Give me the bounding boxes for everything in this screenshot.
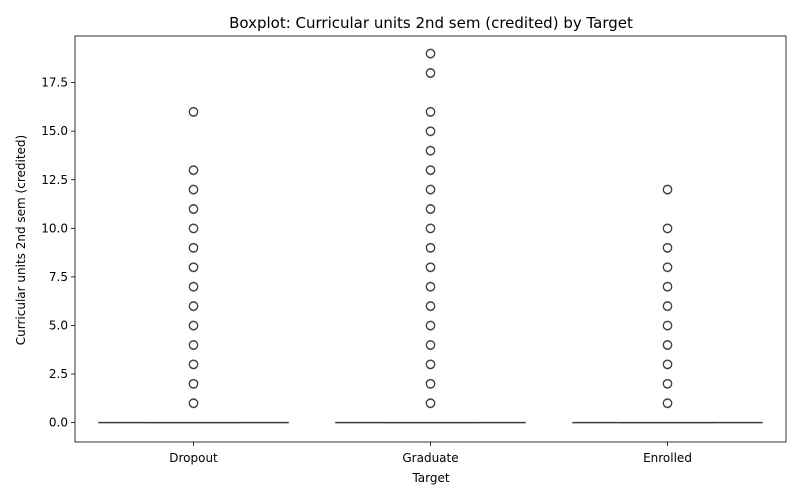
outlier-point-overlap-graduate [425,185,436,195]
outlier-point-overlap-enrolled [662,243,673,253]
outlier-point-overlap-graduate [425,302,436,312]
outlier-point-overlap-enrolled [662,302,673,312]
outlier-point-overlap-graduate [425,127,436,137]
plot-content: 0.0 2.5 5.0 7.5 10.0 12.5 15.0 17.5 Dropout Gradu… [41,48,763,465]
x-tick-label: Graduate [402,451,458,465]
x-axis-label: Target [411,471,449,485]
outlier-point-overlap-dropout [188,321,199,331]
outlier-point-overlap-enrolled [662,263,673,273]
y-axis-label: Curricular units 2nd sem (credited) [14,135,28,345]
outlier-point-overlap-dropout [188,282,199,292]
y-tick-label: 5.0 [49,318,68,332]
y-tick-label: 2.5 [49,367,68,381]
outlier-point-overlap-dropout [188,243,199,253]
outlier-point-overlap-graduate [425,146,436,156]
outlier-point-overlap-dropout [188,302,199,312]
outlier-point-overlap-graduate [425,166,436,176]
outlier-point-overlap-enrolled [662,185,673,195]
outlier-point-overlap-dropout [188,340,199,351]
outlier-point-overlap-enrolled [662,321,673,331]
y-tick-label: 15.0 [41,124,68,138]
outlier-point-overlap-enrolled [662,399,673,409]
outlier-point-overlap-graduate [425,282,436,292]
y-tick-label: 12.5 [41,173,68,187]
outlier-point-overlap-graduate [425,263,436,273]
outlier-point-overlap-dropout [188,263,199,273]
outlier-point-overlap-graduate [425,399,436,409]
outlier-point-overlap-dropout [188,204,199,215]
outlier-point-overlap-graduate [425,68,436,79]
outlier-point-overlap-dropout [188,185,199,195]
plot-frame [74,35,787,443]
outlier-point-overlap-graduate [425,340,436,351]
y-tick-label: 10.0 [41,221,68,235]
outlier-point-overlap-graduate [425,204,436,215]
chart-title: Boxplot: Curricular units 2nd sem (credi… [229,14,633,32]
outlier-point-overlap-dropout [188,166,199,176]
outlier-point-overlap-enrolled [662,224,673,234]
outlier-point-overlap-enrolled [662,340,673,351]
outlier-point-overlap-enrolled [662,379,673,389]
outlier-point-overlap-graduate [425,243,436,253]
outlier-point-overlap-dropout [188,360,199,370]
y-tick-label: 0.0 [49,416,68,430]
outlier-point-overlap-graduate [425,224,436,234]
x-tick-label: Dropout [169,451,218,465]
outlier-point-overlap-graduate [425,49,436,59]
y-tick-label: 17.5 [41,76,68,90]
outlier-point-overlap-graduate [425,360,436,370]
outlier-point-overlap-graduate [425,321,436,331]
outlier-point-overlap-dropout [188,399,199,409]
outlier-point-overlap-dropout [188,224,199,234]
outlier-point-overlap-dropout [188,107,199,117]
x-tick-label: Enrolled [643,451,692,465]
outlier-point-overlap-enrolled [662,282,673,292]
outlier-point-overlap-graduate [425,379,436,389]
outlier-point-overlap-enrolled [662,360,673,370]
y-tick-label: 7.5 [49,270,68,284]
outlier-point-overlap-dropout [188,379,199,389]
outlier-point-overlap-graduate [425,107,436,117]
